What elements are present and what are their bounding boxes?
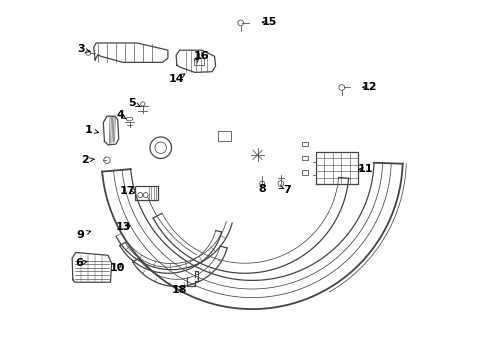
Text: 1: 1 [85,125,93,135]
Text: 18: 18 [172,285,188,296]
Text: 3: 3 [77,44,85,54]
Bar [302,156,308,160]
Bar [194,58,204,65]
Text: 2: 2 [81,155,89,165]
Text: 11: 11 [357,164,373,174]
Text: 8: 8 [258,184,266,194]
Text: 16: 16 [194,51,210,61]
Bar [135,186,158,200]
Bar [302,141,308,146]
Text: 4: 4 [116,111,124,121]
Text: 12: 12 [362,82,378,92]
Text: 9: 9 [77,230,85,239]
Text: 15: 15 [262,17,277,27]
Text: 17: 17 [120,186,135,197]
Text: 6: 6 [75,258,83,268]
Bar [218,131,231,141]
Text: 5: 5 [128,98,136,108]
Text: 7: 7 [283,185,291,195]
Text: 10: 10 [109,263,124,273]
Text: 13: 13 [115,222,131,232]
Bar [302,170,308,175]
Text: 14: 14 [169,74,184,84]
